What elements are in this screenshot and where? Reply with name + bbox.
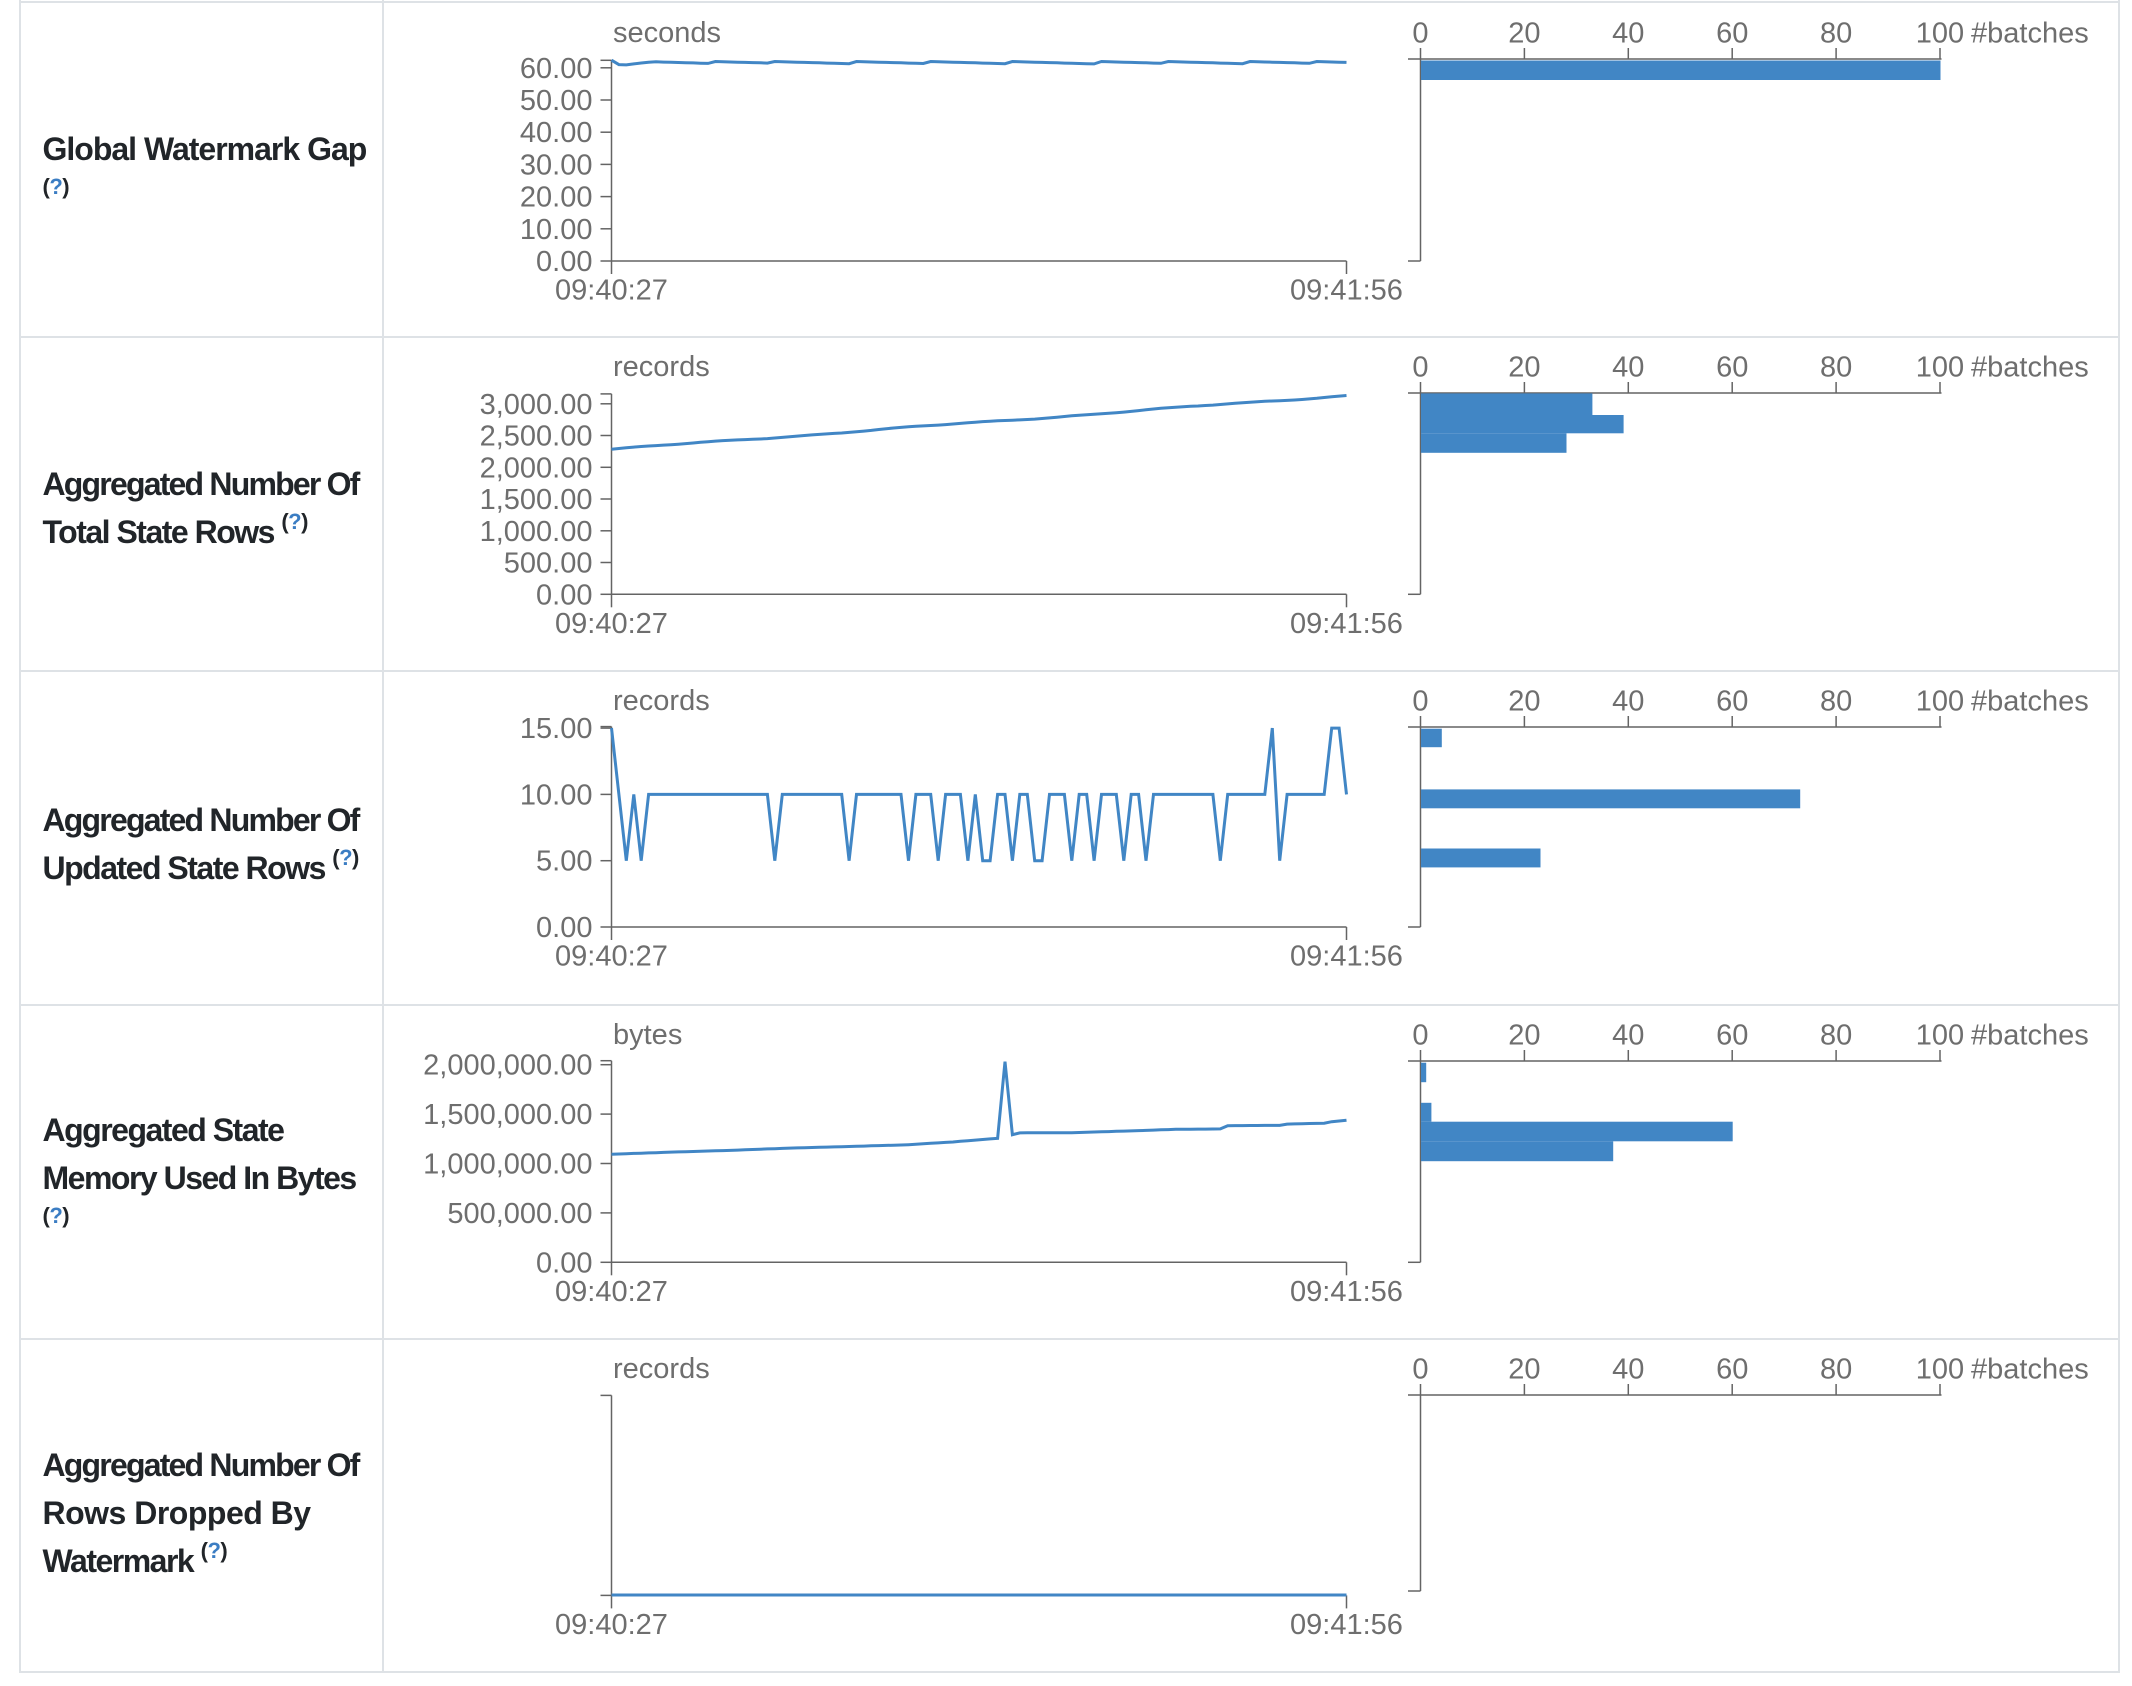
svg-text:09:41:56: 09:41:56	[1290, 608, 1403, 640]
svg-text:100: 100	[1916, 1354, 1964, 1386]
svg-text:0: 0	[1412, 1354, 1428, 1386]
svg-text:09:40:27: 09:40:27	[555, 1609, 668, 1641]
svg-text:09:40:27: 09:40:27	[555, 608, 668, 640]
svg-text:20.00: 20.00	[520, 182, 593, 214]
svg-text:09:40:27: 09:40:27	[555, 275, 668, 307]
svg-text:09:41:56: 09:41:56	[1290, 275, 1403, 307]
svg-text:60: 60	[1716, 18, 1748, 50]
svg-text:500.00: 500.00	[504, 548, 593, 580]
svg-text:20: 20	[1508, 1354, 1540, 1386]
svg-text:30.00: 30.00	[520, 149, 593, 181]
svg-text:5.00: 5.00	[536, 846, 592, 878]
svg-text:#batches: #batches	[1971, 1020, 2089, 1052]
svg-text:60: 60	[1716, 352, 1748, 384]
svg-text:0.00: 0.00	[536, 246, 592, 278]
svg-text:0: 0	[1412, 352, 1428, 384]
svg-text:3,000.00: 3,000.00	[480, 389, 593, 421]
svg-text:0: 0	[1412, 18, 1428, 50]
svg-text:40.00: 40.00	[520, 117, 593, 149]
svg-text:20: 20	[1508, 352, 1540, 384]
svg-text:#batches: #batches	[1971, 1354, 2089, 1386]
svg-text:20: 20	[1508, 1020, 1540, 1052]
svg-text:2,000,000.00: 2,000,000.00	[423, 1050, 592, 1082]
svg-text:1,000.00: 1,000.00	[480, 516, 593, 548]
svg-text:1,500,000.00: 1,500,000.00	[423, 1099, 592, 1131]
svg-text:100: 100	[1916, 352, 1964, 384]
svg-text:0: 0	[1412, 686, 1428, 718]
svg-text:09:40:27: 09:40:27	[555, 1276, 668, 1308]
svg-text:60: 60	[1716, 686, 1748, 718]
svg-text:500,000.00: 500,000.00	[447, 1198, 592, 1230]
svg-text:80: 80	[1820, 1354, 1852, 1386]
svg-text:60: 60	[1716, 1354, 1748, 1386]
svg-text:0: 0	[1412, 1020, 1428, 1052]
svg-text:#batches: #batches	[1971, 18, 2089, 50]
svg-text:50.00: 50.00	[520, 85, 593, 117]
svg-text:records: records	[613, 351, 710, 383]
svg-text:100: 100	[1916, 1020, 1964, 1052]
svg-text:60: 60	[1716, 1020, 1748, 1052]
svg-text:100: 100	[1916, 686, 1964, 718]
svg-text:40: 40	[1612, 18, 1644, 50]
svg-text:80: 80	[1820, 1020, 1852, 1052]
svg-text:records: records	[613, 685, 710, 717]
svg-text:0.00: 0.00	[536, 579, 592, 611]
svg-text:10.00: 10.00	[520, 214, 593, 246]
svg-text:10.00: 10.00	[520, 779, 593, 811]
svg-text:60.00: 60.00	[520, 53, 593, 85]
svg-text:1,000,000.00: 1,000,000.00	[423, 1149, 592, 1181]
svg-text:09:41:56: 09:41:56	[1290, 1609, 1403, 1641]
svg-text:09:40:27: 09:40:27	[555, 941, 668, 973]
svg-text:80: 80	[1820, 352, 1852, 384]
svg-text:0.00: 0.00	[536, 1247, 592, 1279]
svg-text:80: 80	[1820, 686, 1852, 718]
svg-text:15.00: 15.00	[520, 713, 593, 745]
svg-text:records: records	[613, 1353, 710, 1385]
svg-text:seconds: seconds	[613, 17, 721, 49]
svg-text:20: 20	[1508, 18, 1540, 50]
svg-text:2,500.00: 2,500.00	[480, 421, 593, 453]
svg-text:#batches: #batches	[1971, 686, 2089, 718]
svg-text:40: 40	[1612, 352, 1644, 384]
svg-text:0.00: 0.00	[536, 912, 592, 944]
svg-text:80: 80	[1820, 18, 1852, 50]
svg-text:40: 40	[1612, 1020, 1644, 1052]
svg-text:#batches: #batches	[1971, 352, 2089, 384]
svg-text:40: 40	[1612, 686, 1644, 718]
svg-text:40: 40	[1612, 1354, 1644, 1386]
svg-text:09:41:56: 09:41:56	[1290, 1276, 1403, 1308]
svg-text:20: 20	[1508, 686, 1540, 718]
svg-text:2,000.00: 2,000.00	[480, 452, 593, 484]
svg-text:1,500.00: 1,500.00	[480, 484, 593, 516]
svg-text:09:41:56: 09:41:56	[1290, 941, 1403, 973]
svg-text:bytes: bytes	[613, 1019, 682, 1051]
svg-text:100: 100	[1916, 18, 1964, 50]
